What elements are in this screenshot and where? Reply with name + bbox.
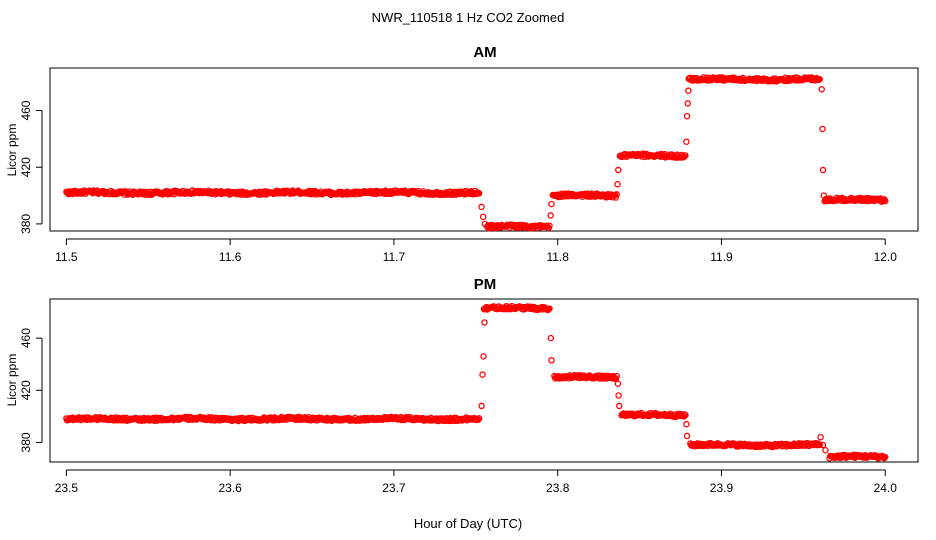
am-data-point [818, 86, 825, 93]
pm-y-axis: 380 420 460 [19, 328, 43, 452]
pm-data-point [479, 371, 486, 378]
am-data-point [685, 87, 692, 94]
pm-x-tick-label: 23.9 [710, 481, 734, 495]
am-data-point [614, 180, 621, 188]
am-y-tick-label: 460 [19, 100, 33, 120]
pm-data-point [615, 392, 622, 399]
am-data-point [546, 222, 553, 229]
pm-panel: PM Licor ppm 23.5 23.6 23.7 23.8 23.9 24.0 38… [5, 276, 919, 495]
am-data-point [816, 76, 823, 83]
am-data-point [479, 213, 487, 221]
pm-x-tick-label: 24.0 [874, 481, 898, 495]
pm-data-point [475, 414, 483, 422]
pm-data-point [683, 420, 690, 428]
pm-data-point [817, 433, 824, 441]
am-plot-frame [49, 67, 919, 232]
pm-x-tick-label: 23.7 [382, 481, 406, 495]
pm-y-tick-label: 460 [19, 328, 33, 348]
x-axis-label: Hour of Day (UTC) [414, 516, 522, 531]
pm-data-point [882, 453, 889, 461]
am-x-tick-label: 11.9 [710, 250, 733, 264]
am-panel: AM Licor ppm 11.5 11.6 11.7 11.8 11.9 12.0 38… [5, 44, 919, 264]
pm-data-point [682, 411, 689, 419]
pm-data-point [480, 353, 487, 360]
pm-data-point [616, 402, 623, 410]
am-data-point [547, 212, 554, 219]
pm-data-point [822, 447, 829, 454]
am-data-point [612, 194, 620, 201]
am-x-tick-label: 11.7 [383, 250, 406, 264]
pm-data-point [547, 334, 555, 342]
am-data-point [683, 138, 690, 145]
am-data-point [682, 152, 689, 159]
pm-data-point [683, 432, 691, 440]
am-data-point [882, 197, 889, 205]
am-data-point [684, 100, 691, 107]
am-y-axis-label: Licor ppm [5, 124, 19, 177]
pm-points [63, 302, 889, 462]
pm-data-point [614, 380, 622, 388]
pm-panel-title: PM [474, 276, 497, 293]
am-y-tick-label: 420 [19, 157, 33, 177]
am-data-point [819, 125, 826, 133]
am-data-point [478, 203, 485, 211]
am-data-point [475, 190, 483, 197]
pm-x-axis: 23.5 23.6 23.7 23.8 23.9 24.0 [55, 469, 898, 495]
am-x-tick-label: 11.5 [55, 250, 78, 264]
pm-y-axis-label: Licor ppm [5, 354, 19, 407]
am-data-point [683, 112, 691, 120]
pm-x-tick-label: 23.8 [546, 481, 570, 495]
am-data-point [481, 220, 489, 228]
am-data-point [548, 200, 555, 208]
pm-data-point [613, 372, 620, 380]
am-data-point [820, 192, 828, 199]
pm-plot-frame [49, 298, 919, 463]
pm-data-point [544, 306, 552, 314]
pm-data-point [548, 357, 555, 364]
am-data-point [819, 166, 827, 174]
pm-data-point [546, 305, 553, 312]
am-x-tick-label: 11.6 [219, 250, 242, 264]
am-y-tick-label: 380 [19, 214, 33, 234]
pm-x-tick-label: 23.6 [218, 481, 242, 495]
am-y-axis: 380 420 460 [19, 100, 43, 234]
am-x-axis: 11.5 11.6 11.7 11.8 11.9 12.0 [55, 238, 898, 264]
figure-title: NWR_110518 1 Hz CO2 Zoomed [372, 10, 565, 25]
pm-data-point [816, 441, 823, 449]
am-points [63, 74, 889, 232]
pm-y-tick-label: 420 [19, 380, 33, 400]
pm-data-point [819, 441, 827, 449]
am-panel-title: AM [473, 44, 496, 61]
pm-data-point [481, 319, 488, 326]
pm-y-tick-label: 380 [19, 432, 33, 452]
pm-data-point [478, 402, 485, 410]
am-data-point [613, 191, 620, 198]
am-data-point [615, 166, 622, 174]
am-x-tick-label: 12.0 [874, 250, 898, 264]
am-x-tick-label: 11.8 [546, 250, 569, 264]
pm-x-tick-label: 23.5 [55, 481, 79, 495]
